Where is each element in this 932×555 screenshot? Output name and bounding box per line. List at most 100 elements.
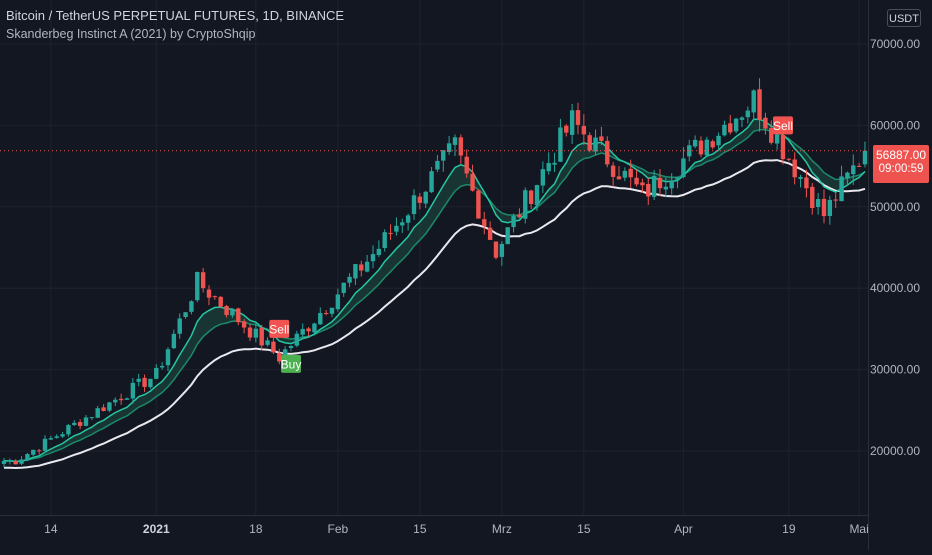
candle-body [83, 417, 89, 426]
candle [277, 348, 282, 365]
candle [218, 296, 223, 308]
candle-body [710, 141, 715, 148]
candle-body [154, 367, 159, 379]
sell-signal-label: Sell [269, 319, 289, 338]
candle-body [493, 241, 499, 258]
candle-body [616, 176, 622, 180]
candle [499, 241, 505, 266]
time-axis-label: 18 [249, 522, 263, 536]
candle-body [236, 308, 241, 323]
candle-body [505, 227, 510, 245]
candle-body [593, 137, 598, 152]
signal-text: Buy [281, 357, 302, 371]
candle [107, 401, 112, 413]
candle [130, 378, 136, 404]
candle-body [36, 450, 42, 452]
candle-body [815, 199, 821, 208]
candle [294, 330, 300, 348]
candle-body [810, 186, 815, 209]
candles [1, 78, 868, 468]
candle-body [183, 312, 188, 317]
candle [769, 120, 774, 145]
candle [77, 419, 83, 430]
time-axis-label: Apr [674, 522, 693, 536]
candle-body [388, 232, 393, 234]
candle [704, 136, 710, 158]
candle [687, 139, 692, 162]
candle-body [218, 296, 223, 307]
indicator-title[interactable]: Skanderbeg Instinct A (2021) by CryptoSh… [6, 27, 256, 41]
candle [306, 327, 311, 337]
candle [224, 304, 229, 318]
candle-body [827, 199, 833, 216]
candle-body [42, 438, 48, 451]
candle [241, 319, 247, 334]
candle-body [704, 139, 710, 156]
candle [376, 240, 382, 258]
candle-body [552, 162, 557, 165]
candle-body [1, 460, 7, 464]
candle [394, 217, 399, 236]
candle-body [716, 135, 721, 146]
candle-body [487, 227, 493, 240]
candle-body [277, 352, 282, 362]
candle [546, 152, 551, 175]
candle [610, 162, 616, 187]
candle [851, 154, 856, 185]
candle [200, 267, 206, 293]
candle-body [177, 318, 182, 334]
candle [72, 420, 77, 427]
time-axis-label: 2021 [143, 522, 170, 536]
candle-body [517, 214, 522, 218]
candle-body [722, 124, 727, 136]
candle-body [534, 185, 540, 206]
candle [429, 167, 434, 194]
candle-body [241, 321, 247, 328]
candle-body [862, 150, 868, 165]
candle-body [804, 177, 809, 189]
candle [511, 213, 516, 233]
candle-body [288, 346, 294, 349]
fast-ema-line [3, 118, 866, 463]
candle-body [763, 117, 768, 129]
last-price-value: 56887.00 [875, 148, 927, 162]
candle [230, 308, 235, 318]
candle-body [60, 434, 65, 437]
candle-body [628, 168, 633, 178]
candle-body [751, 90, 756, 113]
candle-body [464, 156, 469, 174]
candle-body [359, 264, 364, 271]
price-axis-label: 60000.00 [870, 118, 920, 132]
price-axis-label: 50000.00 [870, 200, 920, 214]
candle-body [95, 408, 100, 418]
candle-body [13, 460, 18, 465]
candle-body [370, 254, 376, 262]
candle [353, 263, 358, 286]
candle-body [786, 158, 792, 160]
candle-body [364, 261, 370, 272]
currency-button[interactable]: USDT [887, 9, 921, 27]
candle [195, 271, 200, 303]
candle [95, 405, 100, 418]
candle-body [511, 215, 516, 228]
candle [833, 191, 838, 208]
candle [599, 126, 604, 145]
time-axis-label: Mai [849, 522, 868, 536]
candle-body [745, 110, 751, 118]
candle-body [452, 137, 458, 145]
candle [7, 458, 13, 465]
candle-body [528, 190, 534, 204]
candle [83, 415, 89, 427]
candle [856, 162, 862, 167]
candle [253, 322, 259, 343]
price-axis-label: 20000.00 [870, 444, 920, 458]
candle-body [458, 137, 464, 156]
candle [171, 329, 177, 350]
candle [722, 120, 727, 137]
candle-body [400, 222, 405, 226]
candle [441, 150, 446, 172]
bar-countdown: 09:00:59 [878, 163, 924, 175]
candle [1, 457, 7, 468]
